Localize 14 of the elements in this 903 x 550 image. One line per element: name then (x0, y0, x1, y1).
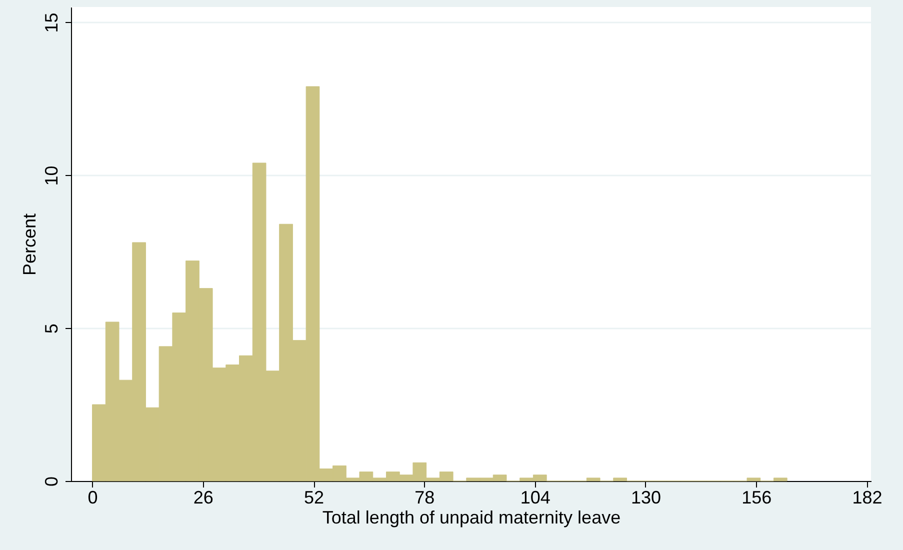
y-tick-label: 10 (42, 166, 62, 186)
x-tick-label: 0 (88, 488, 98, 508)
x-tick-label: 104 (520, 488, 550, 508)
y-axis-title: Percent (20, 213, 40, 276)
x-tick-label: 26 (193, 488, 214, 508)
x-tick-label: 78 (414, 488, 435, 508)
x-tick-label: 156 (742, 488, 772, 508)
y-tick-label: 15 (42, 12, 62, 33)
x-tick-label: 130 (630, 488, 661, 508)
x-tick-label: 182 (852, 488, 882, 508)
x-tick-label: 52 (304, 488, 324, 508)
y-tick-label: 5 (42, 324, 62, 334)
y-tick-label: 0 (42, 476, 62, 487)
x-axis-title: Total length of unpaid maternity leave (322, 508, 621, 528)
